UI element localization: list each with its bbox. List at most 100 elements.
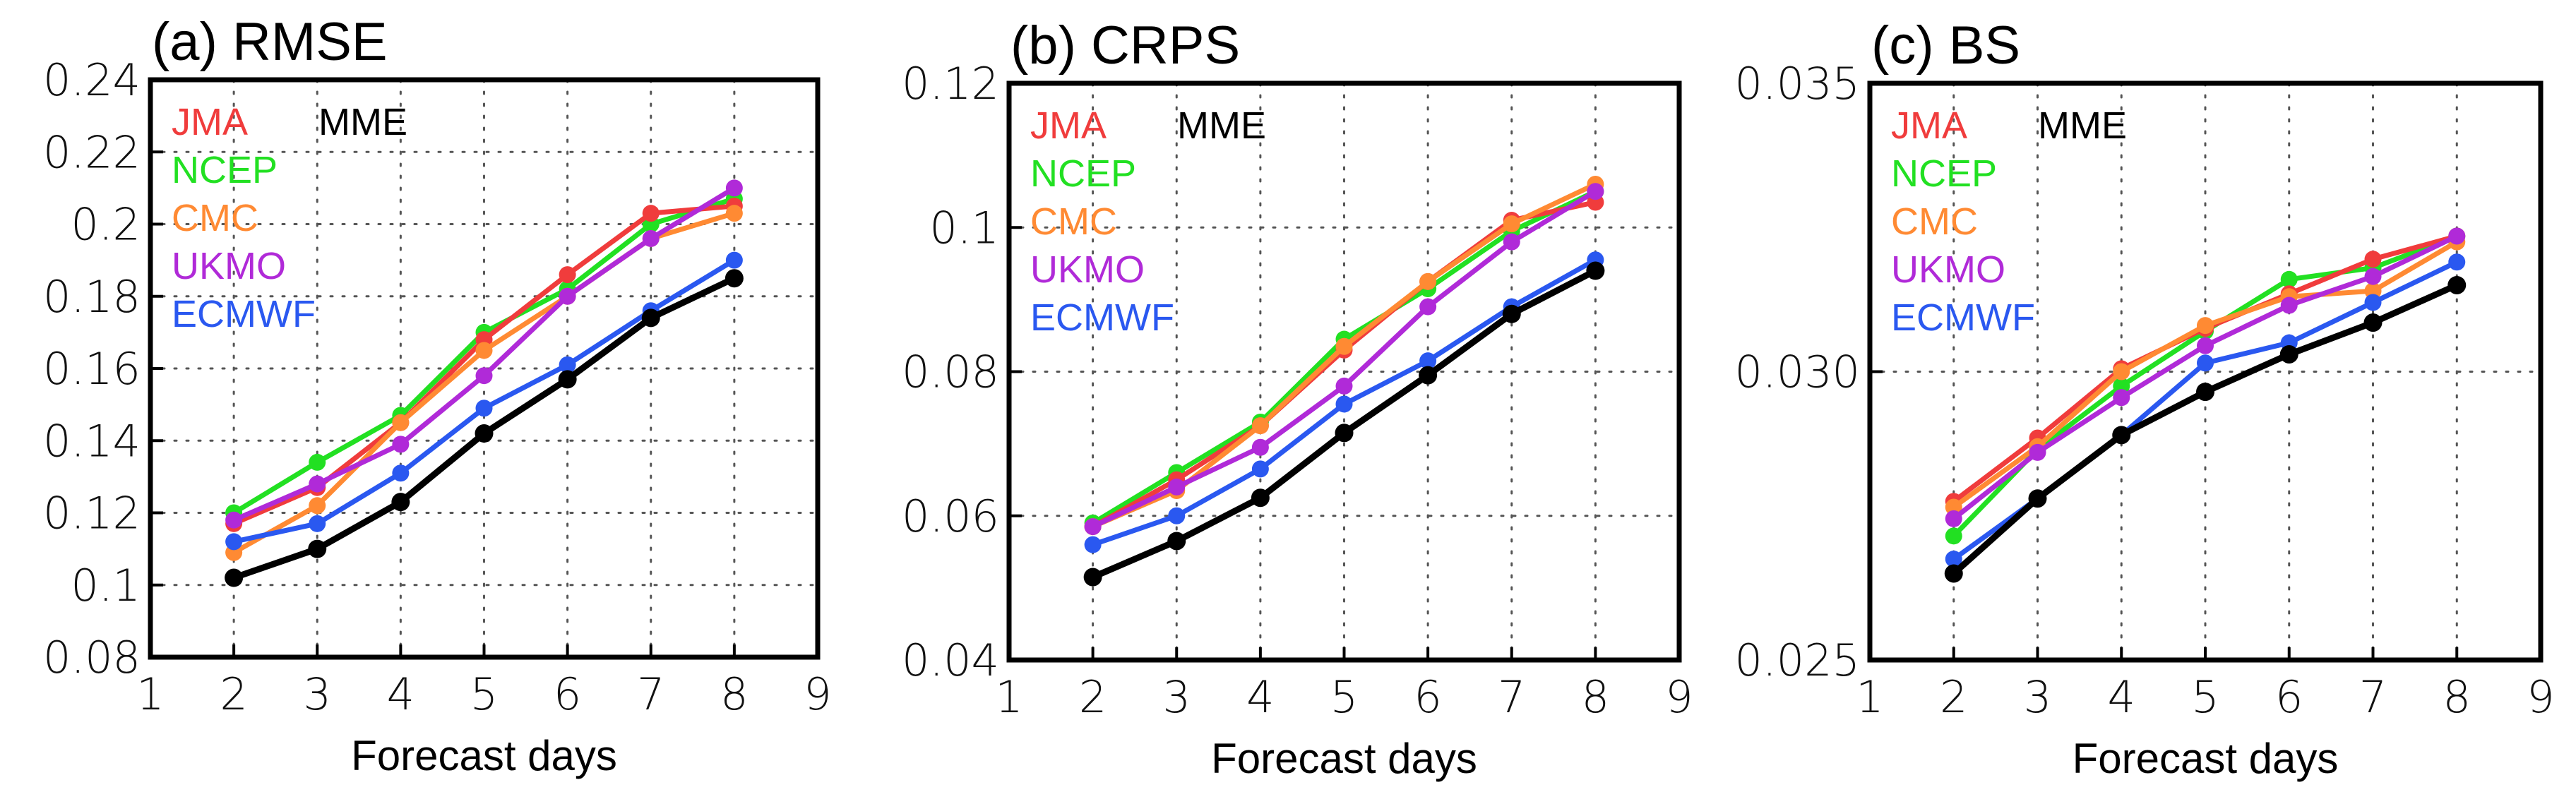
panel-bs: 1 2 3 4 5 6 7 8 9 0.025 0.030 0.035(c) BS Forecast d… <box>1735 16 2555 782</box>
y-tick-label: 0.04 <box>902 635 999 686</box>
y-tick-label: 0.18 <box>43 271 141 323</box>
point-ecmwf <box>475 400 493 417</box>
x-axis-label: Forecast days <box>1211 735 1477 782</box>
x-tick-label: 7 <box>1498 671 1525 723</box>
legend-ncep: NCEP <box>1030 152 1136 195</box>
series-line-ukmo <box>1952 234 2458 521</box>
panel-title: (c) BS <box>1871 16 2020 76</box>
point-cmc <box>1503 215 1520 233</box>
point-mme <box>2363 313 2383 332</box>
point-mme <box>641 308 660 328</box>
x-tick-label: 5 <box>1330 671 1358 723</box>
panel-crps: 1 2 3 4 5 6 7 8 9 0.04 0.06 0.08 0.1 0.12(b) CRPS Fore… <box>902 16 1693 782</box>
x-tick-label: 4 <box>387 668 415 720</box>
point-ecmwf <box>1419 352 1437 370</box>
y-tick-label: 0.035 <box>1735 58 1861 109</box>
legend-ecmwf: ECMWF <box>172 293 316 335</box>
y-tick-label: 0.08 <box>43 632 141 683</box>
point-ukmo <box>2113 389 2130 407</box>
point-ukmo <box>2280 296 2298 314</box>
y-tick-label: 0.22 <box>43 126 141 178</box>
x-tick-label: 3 <box>304 668 331 720</box>
x-tick-label: 7 <box>637 668 664 720</box>
point-mme <box>225 568 244 587</box>
point-cmc <box>1251 417 1269 435</box>
legend-mme: MME <box>318 101 407 143</box>
point-ukmo <box>1335 377 1353 395</box>
point-ukmo <box>225 511 243 529</box>
point-cmc <box>392 414 410 431</box>
y-tick-label: 0.16 <box>43 343 141 395</box>
legend-jma: JMA <box>172 101 248 143</box>
point-ecmwf <box>309 515 326 532</box>
x-tick-label: 8 <box>2443 671 2471 723</box>
y-tick-label: 0.12 <box>43 488 141 539</box>
legend-ecmwf: ECMWF <box>1891 296 2035 339</box>
point-ecmwf <box>2364 294 2382 311</box>
point-ukmo <box>2364 268 2382 285</box>
x-tick-label: 5 <box>2191 671 2219 723</box>
x-axis-label: Forecast days <box>351 732 617 779</box>
x-tick-label: 1 <box>995 671 1022 723</box>
x-tick-label: 3 <box>1163 671 1191 723</box>
point-ukmo <box>1945 510 1962 527</box>
point-ukmo <box>559 287 576 305</box>
y-tick-label: 0.030 <box>1735 347 1861 398</box>
point-ecmwf <box>1945 551 1962 568</box>
point-ukmo <box>392 436 410 453</box>
point-cmc <box>1335 337 1353 355</box>
point-ukmo <box>2029 443 2046 461</box>
plot-frame <box>148 77 821 660</box>
legend-cmc: CMC <box>1891 200 1978 243</box>
point-cmc <box>475 342 493 359</box>
point-ncep <box>309 453 326 471</box>
point-ukmo <box>642 229 660 247</box>
point-jma <box>642 205 660 222</box>
legend-mme: MME <box>2038 104 2127 147</box>
x-tick-label: 6 <box>1414 671 1441 723</box>
x-tick-label: 9 <box>2527 671 2554 723</box>
point-ukmo <box>1168 478 1186 496</box>
x-tick-label: 8 <box>1582 671 1609 723</box>
x-tick-label: 1 <box>1856 671 1883 723</box>
y-tick-label: 0.12 <box>902 58 999 109</box>
point-mme <box>1419 366 1438 385</box>
point-cmc <box>2197 317 2214 335</box>
x-tick-label: 2 <box>1940 671 1967 723</box>
point-mme <box>1944 564 1963 583</box>
point-ukmo <box>1251 438 1269 456</box>
plot-frame <box>1006 80 1682 663</box>
panel-rmse: 1 2 3 4 5 6 7 8 9 0.08 0.1 0.12 0.14 0.16 0.18 0.2 0.22 0… <box>43 12 832 779</box>
point-ncep <box>2280 270 2298 288</box>
legend-ukmo: UKMO <box>172 245 286 287</box>
x-tick-label: 4 <box>2108 671 2135 723</box>
point-ukmo <box>1084 518 1102 536</box>
point-ecmwf <box>1084 536 1102 553</box>
point-ecmwf <box>559 356 576 373</box>
point-mme <box>1167 532 1186 551</box>
point-ukmo <box>475 367 493 385</box>
point-ncep <box>1945 527 1962 545</box>
point-mme <box>558 370 577 389</box>
point-mme <box>2279 344 2298 364</box>
point-ecmwf <box>1335 395 1353 413</box>
point-mme <box>2196 383 2214 402</box>
point-ecmwf <box>1251 460 1269 478</box>
x-tick-label: 3 <box>2024 671 2051 723</box>
point-jma <box>559 266 576 284</box>
x-tick-label: 9 <box>1665 671 1693 723</box>
point-cmc <box>1419 272 1437 290</box>
y-tick-label: 0.14 <box>43 415 141 467</box>
point-ukmo <box>1503 233 1520 251</box>
legend-mme: MME <box>1177 104 1266 147</box>
x-tick-label: 6 <box>554 668 581 720</box>
panel-title: (b) CRPS <box>1010 16 1240 76</box>
x-tick-label: 6 <box>2275 671 2303 723</box>
point-mme <box>1083 568 1102 587</box>
y-tick-label: 0.025 <box>1735 635 1861 686</box>
legend-cmc: CMC <box>172 197 258 239</box>
point-ecmwf <box>2197 354 2214 372</box>
point-mme <box>2112 426 2131 445</box>
x-tick-label: 7 <box>2359 671 2387 723</box>
